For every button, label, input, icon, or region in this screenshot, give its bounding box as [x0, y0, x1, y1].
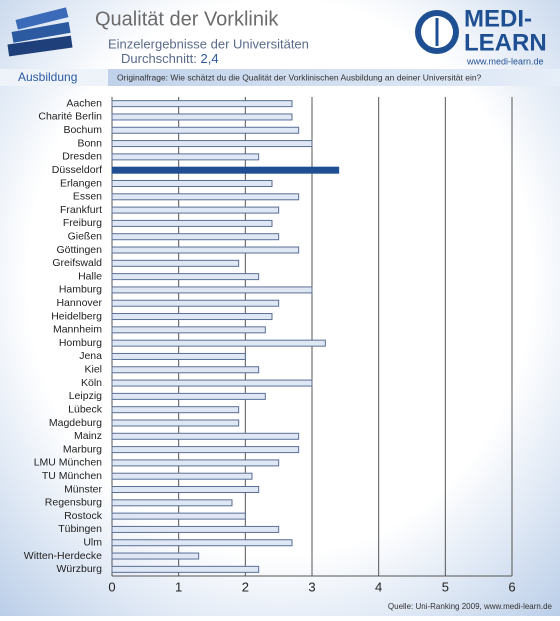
- y-tick-label: Aachen: [66, 97, 102, 109]
- title: Qualität der Vorklinik: [95, 8, 279, 30]
- bar: [111, 339, 326, 347]
- bar: [111, 366, 260, 374]
- logo-text: MEDI-: [464, 5, 532, 32]
- y-tick-label: Münster: [64, 483, 102, 495]
- bar: [111, 539, 293, 547]
- tab: [0, 69, 108, 86]
- bar: [111, 126, 300, 134]
- y-tick-label: Regensburg: [45, 497, 102, 509]
- y-tick-label: LMU München: [34, 457, 102, 469]
- bar: [111, 153, 260, 161]
- tab-label: Ausbildung: [18, 70, 77, 84]
- bar: [111, 459, 280, 467]
- bar: [111, 233, 280, 241]
- bar: [111, 313, 273, 321]
- average-label: Durchschnitt:: [121, 51, 197, 66]
- y-tick-label: Gießen: [68, 230, 103, 242]
- y-tick-label: Ulm: [83, 537, 102, 549]
- bar: [111, 219, 273, 227]
- source: Quelle: Uni-Ranking 2009, www.medi-learn…: [388, 602, 553, 611]
- subtitle: Einzelergebnisse der Universitäten: [108, 36, 309, 51]
- y-tick-label: Frankfurt: [60, 204, 102, 216]
- bar: [111, 246, 300, 254]
- y-tick-label: Witten-Herdecke: [24, 550, 102, 562]
- y-tick-label: Göttingen: [56, 244, 102, 256]
- logo-url: www.medi-learn.de: [466, 56, 544, 66]
- bar: [111, 419, 240, 427]
- y-tick-label: Halle: [78, 270, 102, 282]
- bar: [111, 472, 253, 480]
- bar: [111, 446, 300, 454]
- y-tick-label: Hamburg: [59, 284, 102, 296]
- y-tick-label: Mannheim: [53, 324, 102, 336]
- bar: [111, 273, 260, 281]
- y-tick-label: Homburg: [59, 337, 102, 349]
- y-tick-label: Würzburg: [56, 563, 102, 575]
- average-value: 2,4: [201, 51, 219, 66]
- y-tick-label: Marburg: [63, 443, 102, 455]
- bar: [111, 166, 340, 174]
- bar: [111, 432, 300, 440]
- bar: [111, 525, 280, 533]
- y-tick-label: Greifswald: [52, 257, 102, 269]
- logo-text: LEARN: [464, 29, 547, 56]
- logo: MEDI- LEARN www.medi-learn.de: [415, 5, 547, 66]
- bar: [111, 100, 293, 108]
- x-tick-label: 1: [175, 579, 182, 594]
- y-tick-label: TU München: [42, 470, 102, 482]
- y-tick-label: Jena: [79, 350, 102, 362]
- y-tick-label: Dresden: [62, 151, 102, 163]
- y-tick-label: Mainz: [74, 430, 102, 442]
- y-tick-label: Heidelberg: [51, 310, 102, 322]
- bar: [111, 326, 266, 334]
- y-tick-label: Düsseldorf: [52, 164, 102, 176]
- bar: [111, 352, 246, 360]
- x-tick-label: 0: [108, 579, 115, 594]
- bar: [111, 286, 313, 294]
- question: Originalfrage: Wie schätzt du die Qualit…: [117, 72, 482, 82]
- y-tick-label: Tübingen: [58, 523, 102, 535]
- y-tick-label: Kiel: [84, 364, 102, 376]
- y-tick-label: Köln: [81, 377, 102, 389]
- bar: [111, 406, 240, 414]
- y-tick-label: Freiburg: [63, 217, 102, 229]
- y-tick-label: Rostock: [64, 510, 103, 522]
- bar: [111, 140, 313, 148]
- y-tick-label: Bonn: [77, 137, 102, 149]
- y-tick-label: Lübeck: [68, 403, 103, 415]
- x-tick-label: 5: [442, 579, 449, 594]
- bar: [111, 379, 313, 387]
- bar: [111, 499, 233, 507]
- bar: [111, 486, 260, 494]
- y-tick-label: Leipzig: [69, 390, 102, 402]
- bar: [111, 179, 273, 187]
- y-tick-label: Bochum: [63, 124, 102, 136]
- y-tick-label: Hannover: [56, 297, 102, 309]
- y-tick-label: Magdeburg: [49, 417, 102, 429]
- x-tick-label: 2: [242, 579, 249, 594]
- bar: [111, 552, 200, 560]
- bar: [111, 392, 266, 400]
- x-tick-label: 6: [508, 579, 515, 594]
- bar: [111, 565, 260, 573]
- band: [0, 69, 560, 86]
- books-icon: [7, 7, 73, 57]
- average: Durchschnitt: 2,4: [121, 51, 219, 66]
- bar: [111, 193, 300, 201]
- bar: [111, 259, 240, 267]
- y-tick-label: Charité Berlin: [38, 111, 102, 123]
- bar: [111, 206, 280, 214]
- x-tick-label: 4: [375, 579, 382, 594]
- bar: [111, 512, 246, 520]
- bar: [111, 113, 293, 121]
- bar: [111, 299, 280, 307]
- y-tick-label: Erlangen: [60, 177, 102, 189]
- x-tick-label: 3: [308, 579, 315, 594]
- y-tick-label: Essen: [73, 191, 102, 203]
